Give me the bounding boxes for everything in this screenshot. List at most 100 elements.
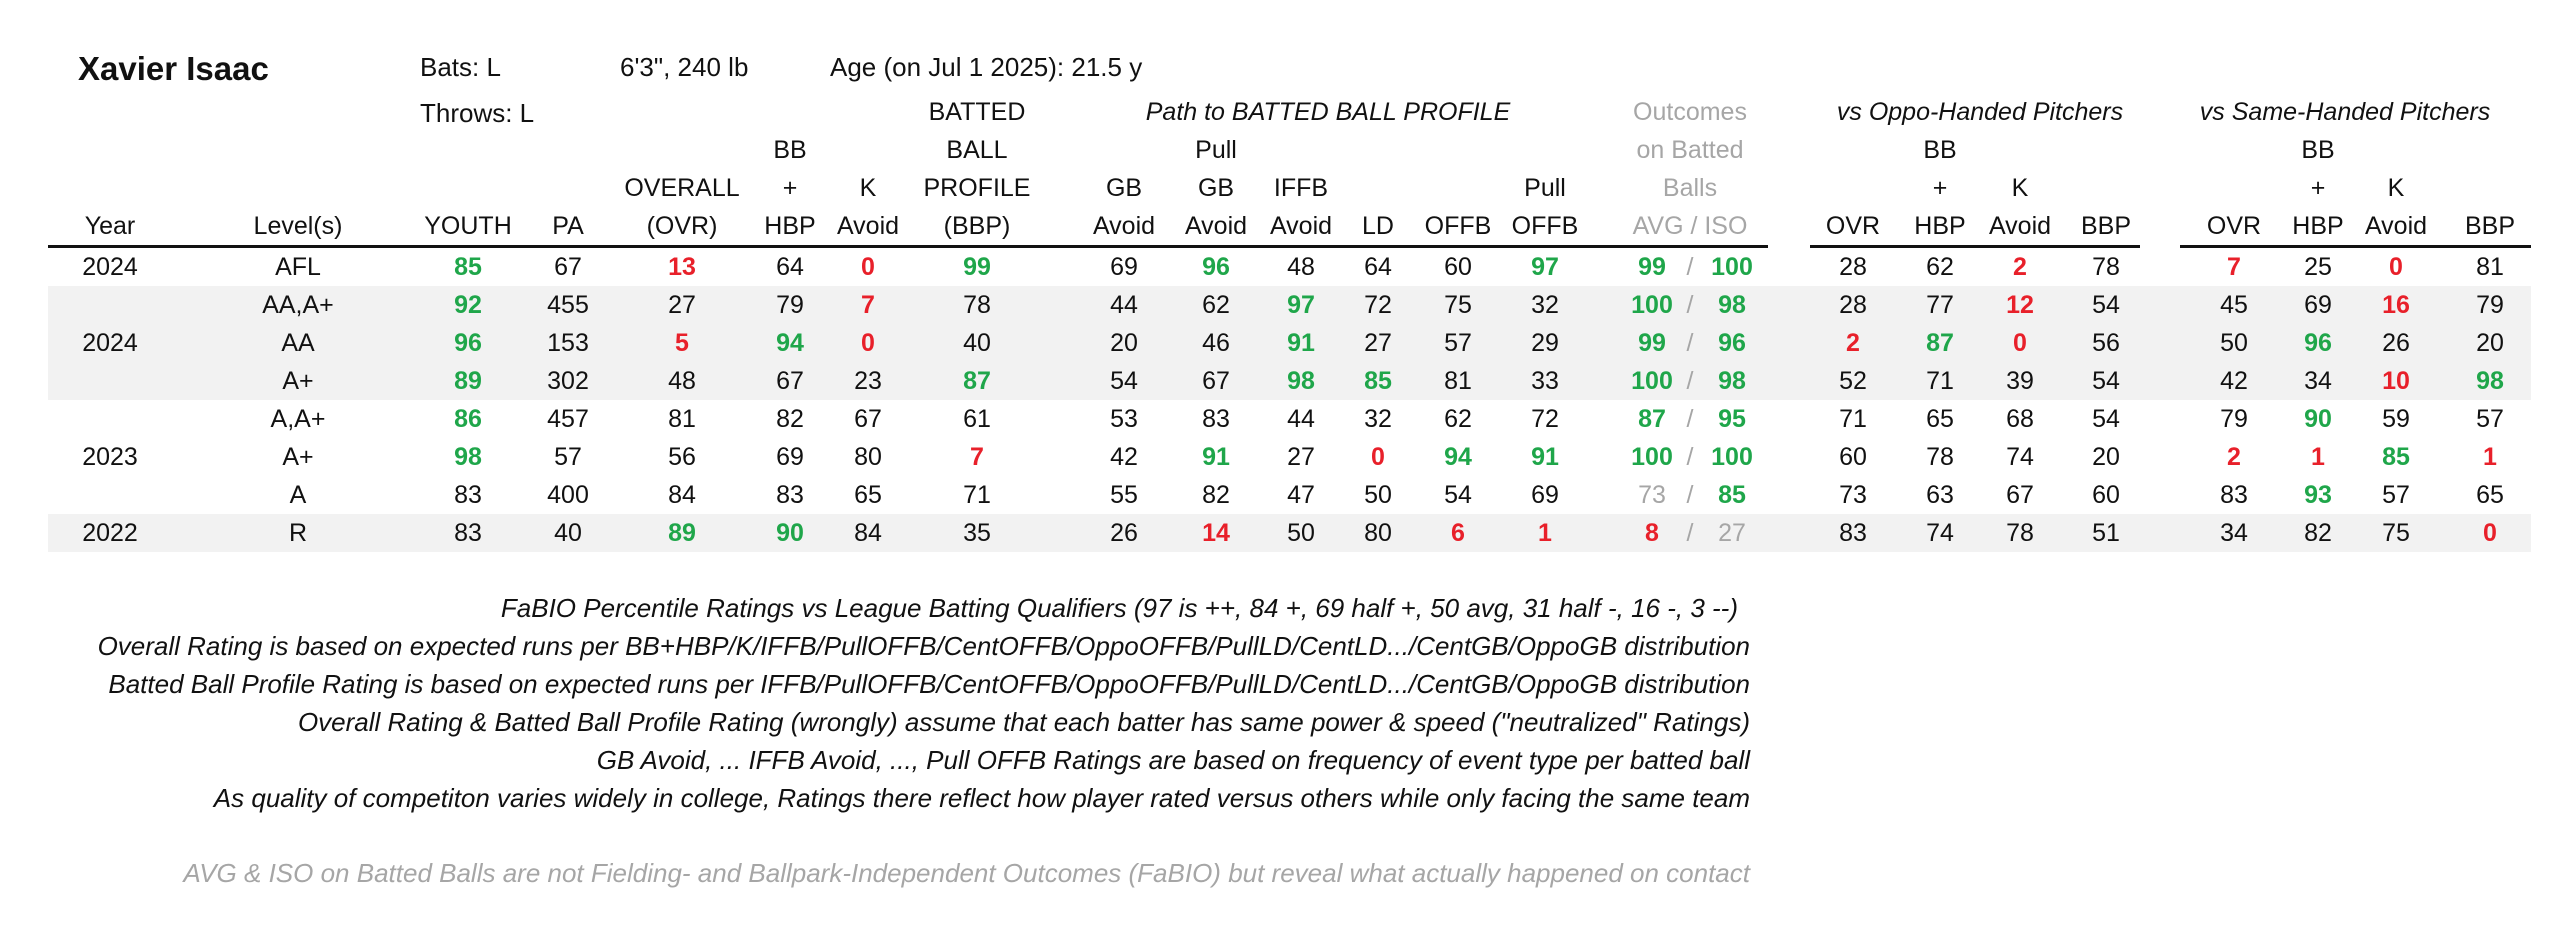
cell-gb: 55 (1110, 481, 1138, 509)
cell-pgb: 62 (1202, 291, 1230, 319)
cell-youth: 92 (454, 291, 482, 319)
cell-bbp: 40 (963, 329, 991, 357)
cell-bbp: 78 (963, 291, 991, 319)
cell-gb: 69 (1110, 253, 1138, 281)
cell-o_ovr: 71 (1839, 405, 1867, 433)
cell-bbp: 71 (963, 481, 991, 509)
cell-s_k: 0 (2389, 253, 2403, 281)
col-header-ovr: OVERALL (624, 174, 740, 202)
cell-s_bbp: 1 (2483, 443, 2497, 471)
cell-ld: 50 (1364, 481, 1392, 509)
row-shade (48, 286, 2531, 324)
cell-bb: 90 (776, 519, 804, 547)
cell-s_bb: 93 (2304, 481, 2332, 509)
cell-offb: 54 (1444, 481, 1472, 509)
cell-s_k: 59 (2382, 405, 2410, 433)
col-header-gb: Avoid (1092, 212, 1156, 240)
col-header-o_k: K (2011, 174, 2029, 202)
col-header-poffb: Pull (1524, 174, 1566, 202)
cell-k: 84 (854, 519, 882, 547)
avg-iso-separator: / (1686, 405, 1694, 433)
cell-pa: 40 (554, 519, 582, 547)
cell-ovr: 48 (668, 367, 696, 395)
cell-pa: 400 (547, 481, 589, 509)
col-header-s_bbp: BBP (2464, 212, 2516, 240)
cell-ovr: 56 (668, 443, 696, 471)
cell-iso: 27 (1718, 519, 1746, 547)
avg-iso-separator: / (1686, 367, 1694, 395)
cell-avg: 73 (1638, 481, 1666, 509)
col-header-s_k: Avoid (2364, 212, 2428, 240)
avg-iso-separator: / (1686, 329, 1694, 357)
cell-year: 2023 (82, 443, 138, 471)
cell-poffb: 29 (1531, 329, 1559, 357)
cell-ovr: 81 (668, 405, 696, 433)
col-header-ld: LD (1362, 212, 1394, 240)
outcomes-header-2: on Batted (1636, 136, 1744, 164)
col-header-gb: GB (1105, 174, 1143, 202)
cell-pgb: 67 (1202, 367, 1230, 395)
cell-iffb: 50 (1287, 519, 1315, 547)
cell-iso: 98 (1718, 367, 1746, 395)
bats: Bats: L (420, 52, 501, 82)
cell-bb: 64 (776, 253, 804, 281)
cell-o_k: 12 (2006, 291, 2034, 319)
col-header-pa: PA (552, 212, 584, 240)
cell-offb: 57 (1444, 329, 1472, 357)
cell-pgb: 82 (1202, 481, 1230, 509)
cell-level: A,A+ (270, 405, 326, 433)
footnote: AVG & ISO on Batted Balls are not Fieldi… (183, 858, 1750, 888)
cell-poffb: 91 (1531, 443, 1559, 471)
cell-o_bbp: 54 (2092, 405, 2120, 433)
cell-iso: 98 (1718, 291, 1746, 319)
cell-pa: 302 (547, 367, 589, 395)
cell-avg: 99 (1638, 253, 1666, 281)
cell-o_bbp: 78 (2092, 253, 2120, 281)
cell-gb: 53 (1110, 405, 1138, 433)
cell-s_bbp: 0 (2483, 519, 2497, 547)
col-header-bbp: BATTED (928, 98, 1026, 126)
cell-bb: 94 (776, 329, 804, 357)
cell-ld: 80 (1364, 519, 1392, 547)
cell-o_ovr: 73 (1839, 481, 1867, 509)
cell-ovr: 89 (668, 519, 696, 547)
cell-o_k: 2 (2013, 253, 2027, 281)
cell-iffb: 47 (1287, 481, 1315, 509)
note-4: Overall Rating & Batted Ball Profile Rat… (297, 707, 1750, 737)
cell-youth: 86 (454, 405, 482, 433)
cell-o_k: 78 (2006, 519, 2034, 547)
col-header-o_bb: HBP (1914, 212, 1966, 240)
cell-s_ovr: 83 (2220, 481, 2248, 509)
cell-pa: 67 (554, 253, 582, 281)
col-header-iffb: Avoid (1269, 212, 1333, 240)
cell-s_ovr: 34 (2220, 519, 2248, 547)
cell-o_ovr: 60 (1839, 443, 1867, 471)
col-header-o_bb: BB (1923, 136, 1957, 164)
cell-bb: 69 (776, 443, 804, 471)
cell-pgb: 96 (1202, 253, 1230, 281)
cell-s_k: 85 (2382, 443, 2410, 471)
cell-s_ovr: 7 (2227, 253, 2241, 281)
col-header-k: K (859, 174, 877, 202)
cell-o_ovr: 52 (1839, 367, 1867, 395)
cell-ovr: 13 (668, 253, 696, 281)
cell-o_bbp: 54 (2092, 367, 2120, 395)
cell-pgb: 14 (1202, 519, 1230, 547)
cell-offb: 62 (1444, 405, 1472, 433)
cell-k: 7 (861, 291, 875, 319)
cell-ld: 72 (1364, 291, 1392, 319)
cell-avg: 100 (1631, 291, 1673, 319)
cell-iffb: 98 (1287, 367, 1315, 395)
cell-s_bbp: 98 (2476, 367, 2504, 395)
throws: Throws: L (420, 98, 535, 128)
cell-ovr: 5 (675, 329, 689, 357)
cell-offb: 75 (1444, 291, 1472, 319)
cell-o_bb: 74 (1926, 519, 1954, 547)
cell-level: R (288, 519, 308, 547)
cell-avg: 8 (1645, 519, 1659, 547)
cell-iffb: 44 (1287, 405, 1315, 433)
header-rule-same (2180, 245, 2531, 248)
col-header-s_bb: HBP (2292, 212, 2344, 240)
cell-iso: 96 (1718, 329, 1746, 357)
cell-bb: 79 (776, 291, 804, 319)
